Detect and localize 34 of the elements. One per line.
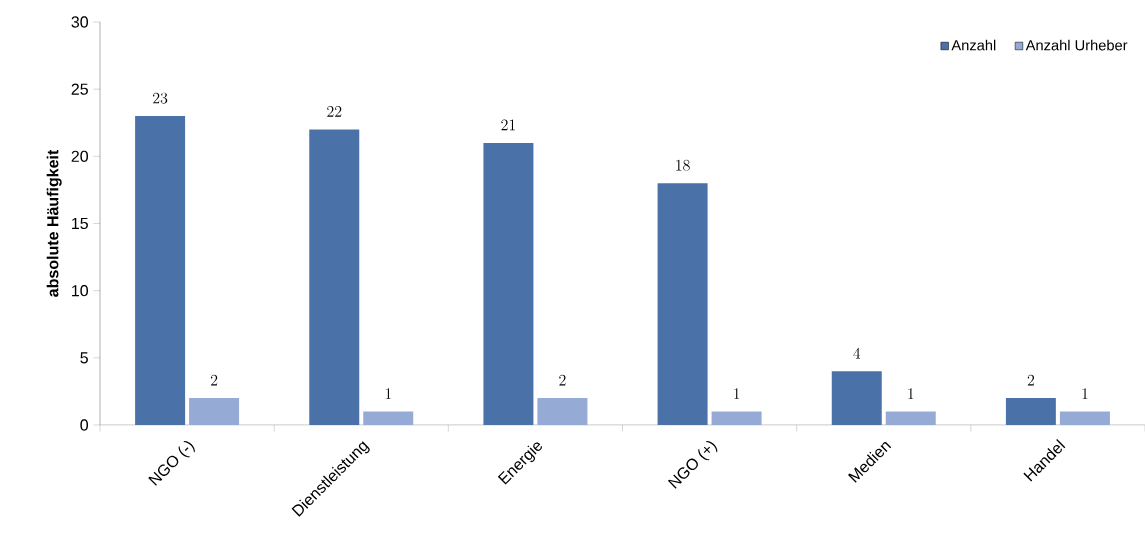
data-label: 1: [734, 388, 740, 399]
bar: [831, 371, 882, 425]
bar: [537, 398, 588, 425]
bar: [135, 116, 186, 425]
y-tick-label: 10: [72, 285, 89, 297]
y-tick-label: 5: [80, 352, 88, 364]
bar: [483, 142, 534, 425]
y-tick-label: 0: [80, 419, 89, 431]
y-tick-label: 20: [71, 150, 89, 162]
bar: [885, 411, 936, 425]
data-label: 22: [327, 106, 342, 117]
data-label: 1: [908, 388, 914, 399]
bar: [657, 183, 708, 425]
data-label: 18: [676, 159, 690, 171]
y-tick-label: 15: [72, 217, 88, 230]
data-label: 1: [1082, 388, 1088, 399]
bar: [711, 411, 762, 425]
data-label: 2: [559, 374, 566, 386]
bar: [363, 411, 414, 425]
data-label: 4: [853, 347, 861, 359]
bar: [1059, 411, 1110, 425]
bar: [189, 398, 240, 425]
legend-label: Anzahl Urheber: [1025, 39, 1128, 51]
data-label: 23: [153, 92, 168, 104]
data-label: 2: [1027, 374, 1035, 386]
legend-label: Anzahl: [951, 39, 996, 51]
bar: [309, 129, 360, 425]
y-tick-label: 25: [71, 83, 88, 95]
y-tick-label: 30: [71, 16, 89, 28]
data-label: 1: [385, 388, 391, 399]
y-axis-title: absolute Häufigkeit: [46, 149, 62, 297]
data-label: 21: [501, 119, 515, 131]
bar: [1005, 398, 1056, 425]
data-label: 2: [210, 374, 218, 386]
